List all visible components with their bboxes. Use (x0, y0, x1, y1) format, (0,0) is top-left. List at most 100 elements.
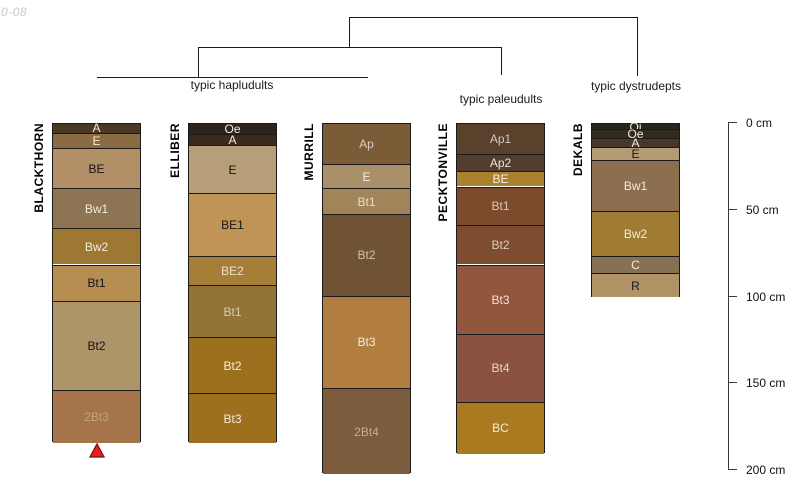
horizon-label: Bt4 (491, 361, 510, 376)
horizon-segment: E (323, 163, 410, 189)
horizon-segment: Bt2 (457, 224, 544, 265)
axis-tick-label: 0 cm (746, 116, 773, 130)
horizon-label: Bw2 (84, 239, 109, 254)
soil-column: MURRILL Ap E Bt1 Bt2 Bt3 2Bt4 (302, 123, 411, 475)
horizon-segment: Bw2 (53, 228, 140, 265)
horizon-label: E (228, 162, 237, 177)
cluster-label-paleudults: typic paleudults (459, 92, 543, 106)
axis-tick-label: 200 cm (746, 463, 786, 477)
watermark-text: 0-08 (1, 5, 28, 19)
horizon-segment: Bt1 (53, 264, 140, 301)
horizon-segment: Ap (323, 124, 410, 164)
profile-name-label: DEKALB (571, 123, 585, 176)
horizon-segment: Bt4 (457, 333, 544, 402)
horizon-label: A (228, 133, 237, 148)
dendrogram-vline (501, 47, 502, 75)
axis-tick: 100 cm (728, 289, 800, 305)
horizon-label: Bt1 (223, 304, 242, 319)
horizon-label: Ap2 (489, 155, 512, 170)
horizon-label: Bw1 (84, 201, 109, 216)
horizon-label: BE (88, 161, 105, 176)
horizon-label: BE2 (221, 264, 244, 279)
horizon-segment: Bt3 (457, 264, 544, 334)
horizon-label: Ap (359, 136, 374, 151)
horizon-label: Bt2 (87, 338, 106, 353)
cluster-label-dystrudepts: typic dystrudepts (590, 79, 682, 93)
dendrogram-hline (349, 17, 638, 18)
horizon-label: Oe (224, 122, 241, 137)
axis-tick-mark (728, 295, 737, 297)
horizon-label: E (92, 133, 101, 148)
horizon-label: Bt3 (491, 292, 510, 307)
horizon-segment: A (592, 135, 679, 150)
horizon-label: Bt1 (87, 276, 106, 291)
axis-tick-label: 150 cm (746, 376, 786, 391)
profile-name-label: ELLIBER (168, 123, 182, 178)
horizon-label: Bt1 (357, 194, 376, 209)
dendrogram-hline (198, 47, 502, 48)
horizon-stack: Ap1 Ap2 BE Bt1 Bt2 Bt3 Bt4 BC (456, 123, 545, 454)
horizon-segment: E (189, 144, 276, 194)
dendrogram-vline (637, 17, 638, 76)
horizon-segment: 2Bt3 (53, 389, 140, 444)
horizon-segment: Ap2 (457, 153, 544, 171)
horizon-label: Bt3 (357, 335, 376, 350)
horizon-label: Bt2 (491, 238, 510, 253)
horizon-segment: Bt1 (189, 285, 276, 338)
soil-column: PECKTONVILLE Ap1 Ap2 BE Bt1 Bt2 Bt3 Bt4 … (436, 123, 545, 454)
dendrogram-vline (198, 47, 199, 78)
axis-tick-mark (728, 469, 737, 470)
horizon-stack: A E BE Bw1 Bw2 Bt1 Bt2 2Bt3 (52, 122, 141, 444)
dendrogram-hline (97, 77, 368, 78)
horizon-stack: Oi Oe A E Bw1 Bw2 C R (591, 121, 680, 298)
horizon-label: 2Bt4 (354, 424, 379, 439)
horizon-segment: BE1 (189, 193, 276, 256)
axis-tick-label: 100 cm (746, 289, 786, 304)
horizon-stack: Oe A E BE1 BE2 Bt1 Bt2 Bt3 (188, 122, 277, 444)
horizon-label: BE (492, 172, 509, 187)
horizon-segment: Bt3 (189, 392, 276, 444)
horizon-segment: BE (53, 148, 140, 189)
horizon-segment: 2Bt4 (323, 387, 410, 475)
horizon-segment: Bt2 (323, 214, 410, 296)
horizon-segment: Bw1 (592, 160, 679, 211)
horizon-segment: Oe (189, 122, 276, 137)
horizon-segment: R (592, 273, 679, 298)
axis-tick-label: 50 cm (746, 202, 779, 217)
axis-tick-mark (728, 382, 737, 384)
axis-tick-mark (728, 208, 737, 210)
horizon-label: E (362, 169, 371, 184)
horizon-segment: Bt2 (189, 337, 276, 393)
horizon-label: Bt2 (223, 358, 242, 373)
soil-column: ELLIBER Oe A E BE1 BE2 Bt1 Bt2 Bt3 (168, 122, 277, 444)
axis-tick-mark (728, 122, 737, 123)
horizon-label: Ap1 (489, 131, 512, 146)
soil-column: BLACKTHORN A E BE Bw1 Bw2 Bt1 Bt2 2Bt3 (32, 122, 141, 444)
horizon-label: Bt1 (491, 199, 510, 214)
horizon-label: Bw2 (623, 226, 648, 241)
depth-axis-line (728, 123, 729, 470)
horizon-segment: Oe (592, 128, 679, 140)
axis-tick: 50 cm (728, 202, 800, 218)
soil-column: DEKALB Oi Oe A E Bw1 Bw2 C R (571, 121, 680, 298)
horizon-label: E (631, 147, 640, 162)
horizon-segment: Ap1 (457, 124, 544, 154)
horizon-label: A (631, 135, 640, 150)
horizon-segment: A (189, 133, 276, 148)
horizon-segment: E (592, 146, 679, 162)
horizon-label: Bw1 (623, 179, 648, 194)
profile-name-label: MURRILL (302, 123, 316, 181)
horizon-segment: Bt1 (323, 188, 410, 215)
horizon-stack: Ap E Bt1 Bt2 Bt3 2Bt4 (322, 123, 411, 475)
horizon-label: BC (492, 421, 509, 436)
horizon-label: R (631, 278, 640, 293)
horizon-segment: C (592, 255, 679, 274)
horizon-label: Bt2 (357, 248, 376, 263)
dendrogram-vline (349, 17, 350, 48)
horizon-segment: A (53, 122, 140, 134)
axis-tick: 0 cm (728, 115, 800, 131)
horizon-segment: Bt3 (323, 295, 410, 388)
horizon-label: BE1 (221, 218, 244, 233)
horizon-segment: BE2 (189, 255, 276, 286)
horizon-label: 2Bt3 (84, 409, 109, 424)
